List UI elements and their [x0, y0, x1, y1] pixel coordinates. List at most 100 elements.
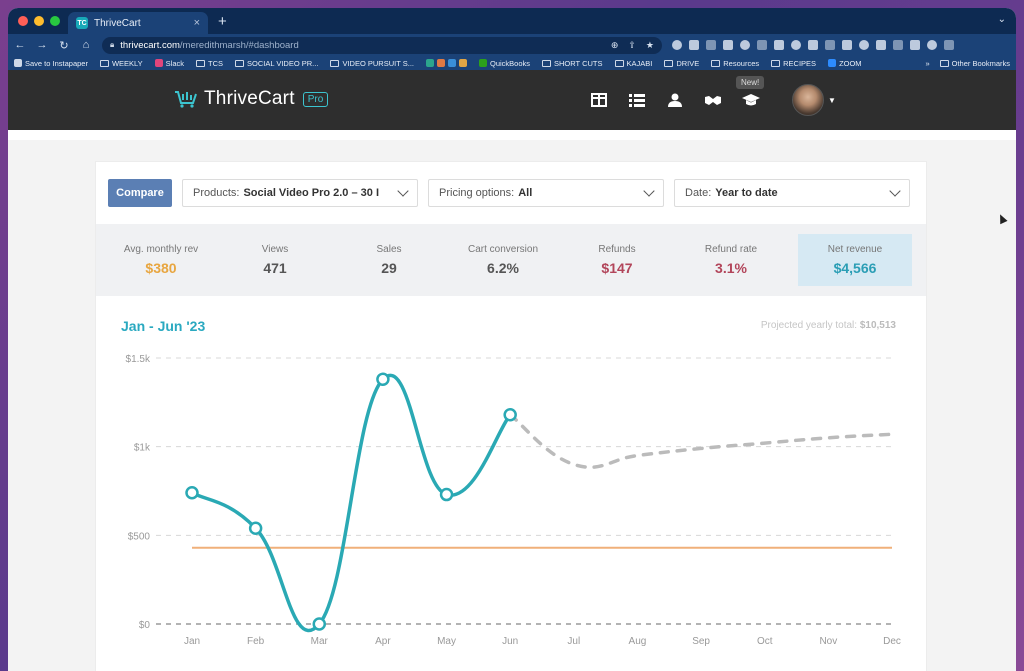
chevron-down-icon[interactable]: ▼ — [828, 96, 836, 105]
reload-icon[interactable]: ↻ — [59, 39, 69, 52]
extension-13-icon[interactable] — [876, 40, 886, 50]
extension-5-icon[interactable] — [740, 40, 750, 50]
bookmark-item[interactable]: Slack — [154, 58, 185, 68]
bookmark-label: VIDEO PURSUIT S... — [342, 58, 414, 68]
y-tick-label: $1k — [134, 443, 151, 454]
extension-7-icon[interactable] — [774, 40, 784, 50]
bookmark-label: Other Bookmarks — [951, 58, 1010, 68]
stat-net-revenue[interactable]: Net revenue $4,566 — [798, 234, 912, 286]
extension-15-icon[interactable] — [910, 40, 920, 50]
products-select[interactable]: Products: Social Video Pro 2.0 – 30 I — [182, 179, 418, 207]
avatar[interactable] — [792, 84, 824, 116]
close-tab-icon[interactable]: × — [193, 17, 200, 29]
pricing-options-select[interactable]: Pricing options: All — [428, 179, 664, 207]
bookmark-label: ZOOM — [839, 58, 862, 68]
extension-9-icon[interactable] — [808, 40, 818, 50]
series-line-projected — [508, 412, 894, 470]
stat-refund-rate[interactable]: Refund rate 3.1% — [674, 234, 788, 286]
extension-12-icon[interactable] — [859, 40, 869, 50]
series-line-revenue — [190, 373, 512, 633]
bookmark-item[interactable]: KAJABI — [614, 58, 653, 68]
x-tick-label: May — [437, 636, 456, 647]
bookmark-item[interactable]: DRIVE — [664, 59, 699, 68]
projected-total: Projected yearly total: $10,513 — [761, 320, 896, 331]
extension-11-icon[interactable] — [842, 40, 852, 50]
address-bar[interactable]: 🔒︎ thrivecart.com/meredithmarsh/#dashboa… — [102, 36, 662, 54]
bookmark-item[interactable]: RECIPES — [771, 59, 816, 68]
user-icon[interactable] — [666, 92, 684, 108]
extension-8-icon[interactable] — [791, 40, 801, 50]
stat-views[interactable]: Views 471 — [218, 234, 332, 286]
compare-button[interactable]: Compare — [108, 179, 172, 207]
extension-3-icon[interactable] — [706, 40, 716, 50]
browser-menu-icon[interactable] — [944, 40, 954, 50]
folder-icon — [542, 59, 552, 67]
thrivecart-logo[interactable]: ThriveCart Pro — [174, 88, 329, 110]
stat-sales[interactable]: Sales 29 — [332, 234, 446, 286]
bookmark-item[interactable]: QuickBooks — [478, 59, 530, 68]
x-tick-label: Feb — [247, 636, 265, 647]
home-icon[interactable]: ⌂ — [82, 39, 90, 51]
bookmark-label: Slack — [165, 58, 185, 68]
bookmark-item[interactable]: Save to Instapaper — [14, 59, 88, 68]
extension-6-icon[interactable] — [757, 40, 767, 50]
x-tick-label: Jan — [184, 636, 200, 647]
x-tick-label: Dec — [883, 636, 901, 647]
close-window-button[interactable] — [18, 16, 28, 26]
browser-toolbar: ← → ↻ ⌂ 🔒︎ thrivecart.com/meredithmarsh/… — [8, 34, 1016, 56]
graduation-cap-icon[interactable] — [742, 92, 760, 108]
bookmark-label: Resources — [723, 58, 760, 68]
data-point — [185, 486, 199, 500]
extension-1-icon[interactable] — [672, 40, 682, 50]
x-tick-label: Aug — [629, 636, 647, 647]
more-bookmarks-icon[interactable]: » — [925, 58, 930, 68]
extension-2-icon[interactable] — [689, 40, 699, 50]
list-icon[interactable] — [628, 92, 646, 108]
stat-value: 471 — [263, 260, 287, 276]
folder-icon — [196, 59, 206, 67]
extension-10-icon[interactable] — [825, 40, 835, 50]
data-point — [312, 617, 327, 631]
extension-14-icon[interactable] — [893, 40, 903, 50]
bookmark-item[interactable]: SOCIAL VIDEO PR... — [235, 59, 318, 68]
revenue-chart: Jan - Jun '23 Projected yearly total: $1… — [96, 296, 926, 671]
stat-avg-monthly-rev[interactable]: Avg. monthly rev $380 — [104, 234, 218, 286]
dashboard-icon[interactable] — [590, 92, 608, 108]
date-select[interactable]: Date: Year to date — [674, 179, 910, 207]
bookmark-label: KAJABI — [626, 58, 653, 68]
bookmark-star-icon[interactable]: ★ — [645, 39, 654, 50]
bookmark-item[interactable]: TCS — [196, 59, 223, 68]
tab-title: ThriveCart — [94, 17, 141, 29]
bookmark-item[interactable]: SHORT CUTS — [542, 59, 603, 68]
browser-window: TC ThriveCart × + ⌄ ← → ↻ ⌂ 🔒︎ thrivecar… — [8, 8, 1016, 671]
bookmark-item[interactable]: ZOOM — [828, 59, 862, 68]
x-tick-label: Mar — [311, 636, 329, 647]
extension-4-icon[interactable] — [723, 40, 733, 50]
bookmark-item[interactable] — [425, 59, 467, 67]
folder-icon — [99, 59, 109, 67]
stat-refunds[interactable]: Refunds $147 — [560, 234, 674, 286]
other-bookmarks[interactable]: Other Bookmarks — [939, 58, 1010, 68]
bookmark-item[interactable]: Resources — [711, 59, 759, 68]
logo-text: ThriveCart — [204, 88, 295, 109]
x-tick-label: Oct — [757, 636, 773, 647]
share-icon[interactable]: ⇪ — [628, 39, 636, 50]
handshake-icon[interactable] — [704, 92, 722, 108]
stat-value: 6.2% — [487, 260, 519, 276]
forward-icon[interactable]: → — [36, 39, 48, 51]
data-point — [439, 487, 454, 502]
zoom-icon[interactable]: ⊕ — [610, 39, 619, 50]
new-tab-button[interactable]: + — [218, 12, 227, 30]
back-icon[interactable]: ← — [14, 39, 26, 51]
profile-avatar-icon[interactable] — [927, 40, 937, 50]
x-tick-label: Jul — [567, 636, 580, 647]
cart-logo-icon — [175, 91, 197, 108]
bookmark-item[interactable]: WEEKLY — [99, 59, 143, 68]
bookmark-item[interactable]: VIDEO PURSUIT S... — [330, 59, 414, 68]
chevron-down-icon — [889, 185, 901, 197]
browser-tab[interactable]: TC ThriveCart × — [68, 12, 208, 34]
stat-cart-conversion[interactable]: Cart conversion 6.2% — [446, 234, 560, 286]
minimize-window-button[interactable] — [34, 16, 44, 26]
maximize-window-button[interactable] — [50, 16, 60, 26]
tab-search-chevron-icon[interactable]: ⌄ — [997, 14, 1006, 25]
